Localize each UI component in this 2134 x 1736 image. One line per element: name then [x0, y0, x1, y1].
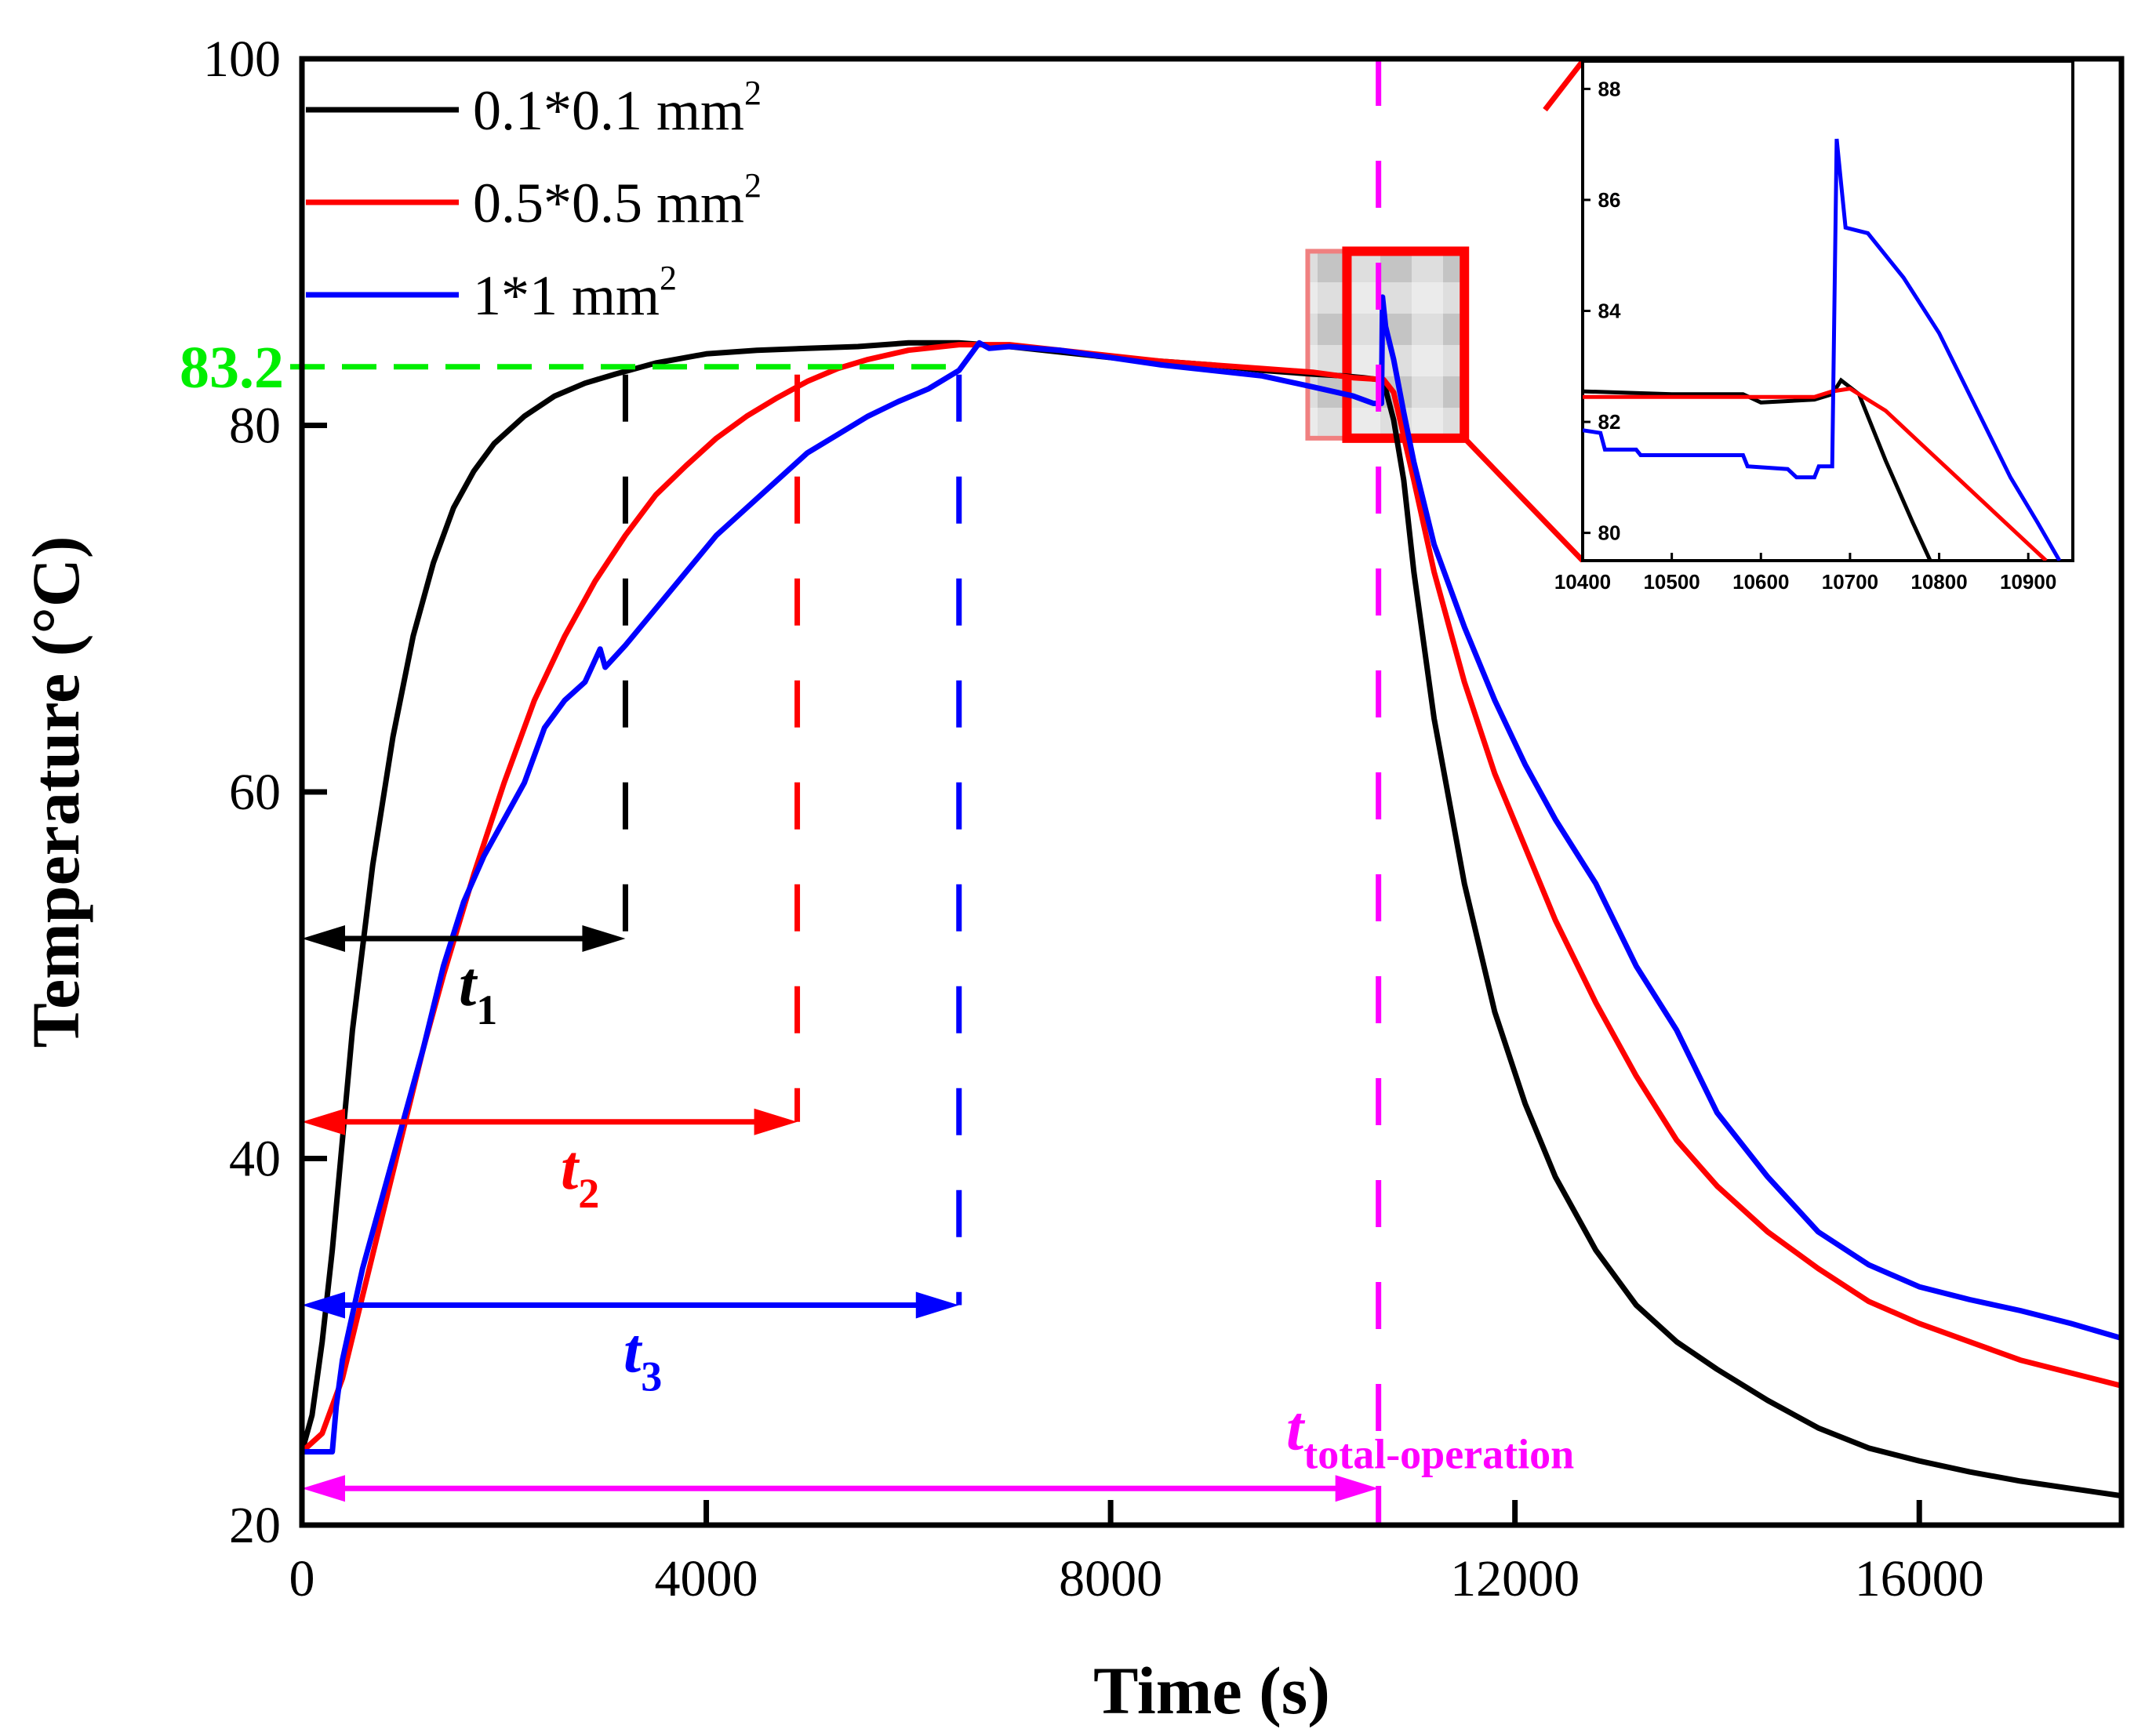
interval-arrow-left-t1 [302, 925, 345, 952]
interval-layer: t1 t2 t3 ttotal-operation [302, 925, 1574, 1502]
interval-label-t2: t2 [561, 1134, 599, 1217]
interval-label-t1: t1 [459, 950, 497, 1033]
zoom-box-fill [1305, 249, 1467, 441]
marker-layer [290, 59, 1382, 1525]
inset-x-tick-label: 10800 [1910, 570, 1967, 594]
y-tick-label: 20 [229, 1497, 281, 1554]
interval-arrow-left-ttotal [302, 1475, 345, 1502]
inset-y-tick-label: 88 [1598, 77, 1621, 100]
interval-arrow-right-t1 [582, 925, 626, 952]
interval-arrow-right-t2 [754, 1108, 798, 1135]
inset-y-tick-label: 84 [1598, 300, 1621, 323]
zoom-connector-upper [1543, 59, 1585, 112]
series-line-3 [302, 294, 2121, 1455]
legend: 0.1*0.1 mm2 0.5*0.5 mm2 1*1 mm2 [306, 74, 762, 327]
inset-panel: 10400 10500 10600 10700 10800 10900 80 82 84 86 88 [1554, 60, 2074, 594]
y-tick-label: 100 [203, 31, 281, 88]
inset-x-tick-label: 10600 [1732, 570, 1789, 594]
legend-label-2: 0.5*0.5 mm2 [473, 166, 762, 234]
interval-arrow-right-t3 [915, 1291, 959, 1319]
x-tick-label: 0 [289, 1550, 315, 1607]
inset-series-line-2 [1583, 386, 2048, 561]
inset-x-tick-label: 10900 [2000, 570, 2056, 594]
inset-x-tick-label: 10400 [1554, 570, 1611, 594]
x-tick-label: 4000 [655, 1550, 758, 1607]
inset-y-tick-label: 86 [1598, 188, 1621, 212]
reference-value-label: 83.2 [180, 335, 284, 401]
interval-label-t3: t3 [623, 1317, 662, 1400]
interval-arrow-left-t2 [302, 1108, 345, 1135]
inset-y-tick-label: 80 [1598, 521, 1621, 545]
inset-x-tick-label: 10700 [1822, 570, 1878, 594]
inset-y-tick-label: 82 [1598, 410, 1621, 434]
axis-ticks-layer: 0 4000 8000 12000 16000 20 40 60 80 100 [203, 31, 1984, 1607]
y-axis-title: Temperature (°C) [18, 536, 93, 1048]
zoom-highlight-layer [1305, 59, 1585, 563]
inset-series-layer [1583, 138, 2062, 561]
interval-arrow-right-ttotal [1335, 1475, 1379, 1502]
legend-label-3: 1*1 mm2 [473, 259, 677, 327]
legend-label-1: 0.1*0.1 mm2 [473, 74, 762, 142]
interval-label-ttotal: ttotal-operation [1286, 1394, 1574, 1477]
x-tick-label: 8000 [1059, 1550, 1162, 1607]
y-tick-label: 80 [229, 398, 281, 455]
inset-series-line-3 [1583, 138, 2062, 561]
y-tick-label: 60 [229, 764, 281, 821]
inset-ticks-layer: 10400 10500 10600 10700 10800 10900 80 82 84 86 88 [1554, 77, 2056, 594]
inset-background [1581, 60, 2074, 562]
interval-arrow-left-t3 [302, 1291, 345, 1319]
x-axis-title: Time (s) [1093, 1653, 1330, 1728]
series-layer [302, 294, 2121, 1499]
y-tick-label: 40 [229, 1131, 281, 1188]
inset-x-tick-label: 10500 [1643, 570, 1700, 594]
zoom-connector-lower [1462, 436, 1585, 563]
x-tick-label: 12000 [1450, 1550, 1580, 1607]
x-tick-label: 16000 [1855, 1550, 1984, 1607]
